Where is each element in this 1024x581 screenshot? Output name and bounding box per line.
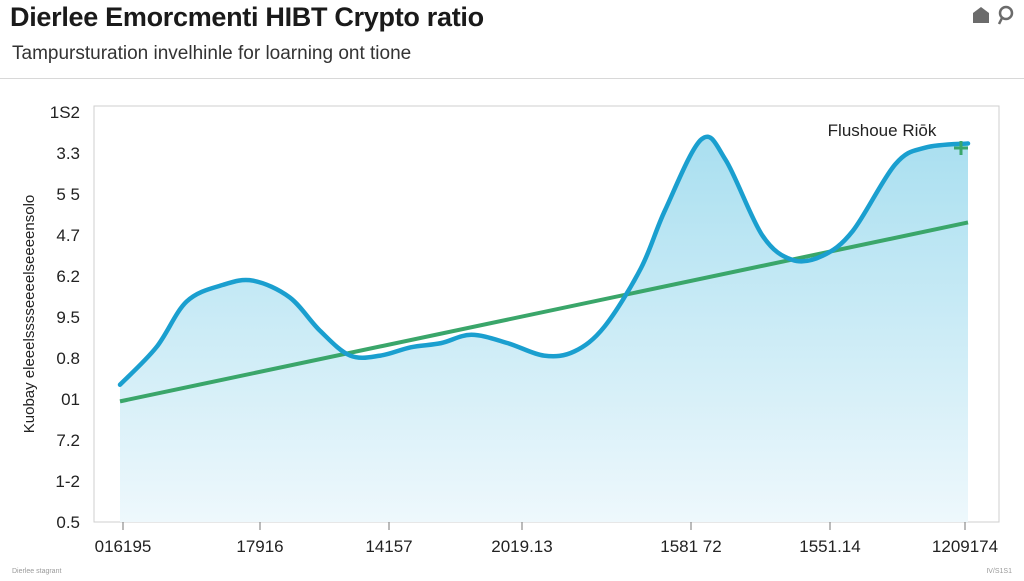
x-tick-label: 17916 — [236, 537, 283, 556]
footer-right: IV/S1S1 — [986, 568, 1012, 575]
x-axis-ticks: 016195 17916 14157 2019.13 1581 72 1551.14 120… — [95, 522, 998, 556]
y-tick-label: 5 5 — [56, 185, 80, 204]
y-tick-label: 0.5 — [56, 513, 80, 532]
chart-area: 1S2 3.3 5 5 4.7 6.2 9.5 0.8 01 7.2 1-2 0.5 016195 1… — [0, 80, 1024, 576]
plus-marker-icon — [954, 141, 968, 155]
x-tick-label: 2019.13 — [491, 537, 552, 556]
y-tick-label: 01 — [61, 390, 80, 409]
y-axis-ticks: 1S2 3.3 5 5 4.7 6.2 9.5 0.8 01 7.2 1-2 0.5 — [50, 103, 80, 532]
header-icons — [970, 4, 1018, 26]
x-tick-label: 14157 — [365, 537, 412, 556]
footer-left: Dierlee stagrant — [12, 568, 62, 575]
y-tick-label: 1-2 — [55, 472, 80, 491]
x-tick-label: 1581 72 — [660, 537, 721, 556]
y-tick-label: 0.8 — [56, 349, 80, 368]
y-tick-label: 7.2 — [56, 431, 80, 450]
x-tick-label: 016195 — [95, 537, 152, 556]
x-tick-label: 1209174 — [932, 537, 998, 556]
y-axis-label: Kuobay eleeelsssseeeelseeeensolo — [21, 195, 38, 434]
chart-title: Dierlee Emorcmenti HIBT Crypto ratio — [10, 2, 484, 32]
y-tick-label: 3.3 — [56, 144, 80, 163]
search-icon[interactable] — [996, 4, 1018, 26]
y-tick-label: 1S2 — [50, 103, 80, 122]
header-divider — [0, 78, 1024, 79]
home-icon[interactable] — [970, 4, 992, 26]
chart-subtitle: Tampursturation invelhinle for loarning … — [12, 43, 412, 64]
series-line — [117, 134, 971, 387]
x-tick-label: 1551.14 — [799, 537, 860, 556]
y-tick-label: 6.2 — [56, 267, 80, 286]
annotation-label: Flushoue Riōk — [828, 121, 937, 140]
series-area — [120, 136, 968, 522]
chart-svg: 1S2 3.3 5 5 4.7 6.2 9.5 0.8 01 7.2 1-2 0.5 016195 1… — [21, 103, 1000, 556]
y-tick-label: 9.5 — [56, 308, 80, 327]
y-tick-label: 4.7 — [56, 226, 80, 245]
